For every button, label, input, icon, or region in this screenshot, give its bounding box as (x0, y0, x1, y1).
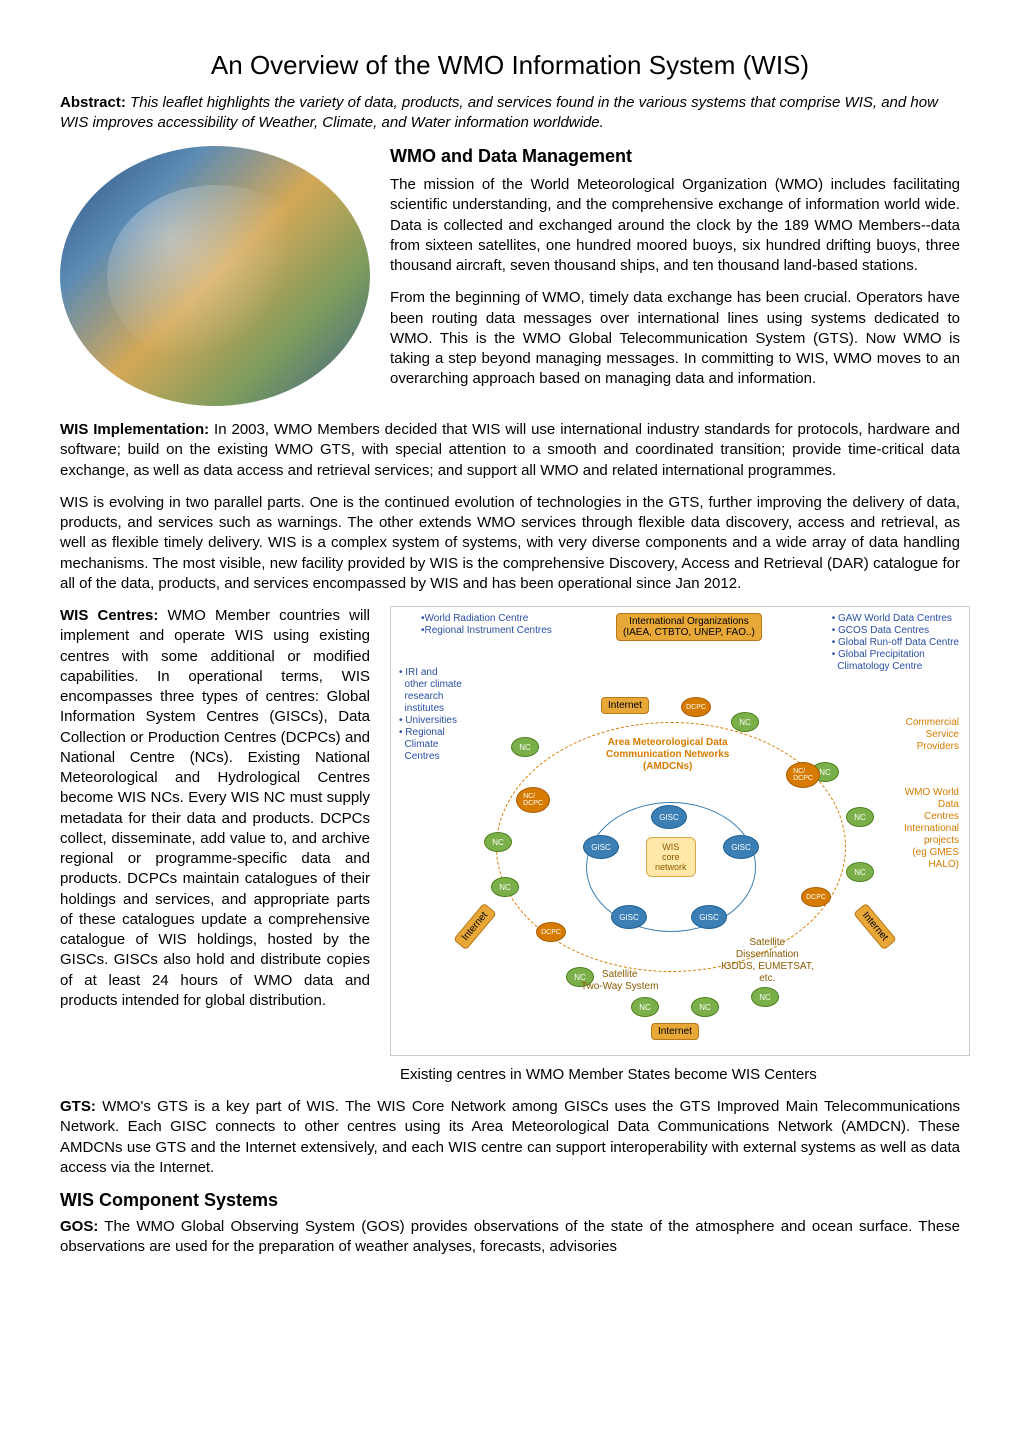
diagram-label-commercial: Commercial Service Providers (906, 717, 959, 753)
mid-two-column-layout: WIS Centres: WMO Member countries will i… (60, 606, 960, 1083)
diagram-node-gisc: GISC (611, 905, 647, 929)
abstract-text: This leaflet highlights the variety of d… (60, 94, 938, 131)
diagram-node-gisc: GISC (723, 835, 759, 859)
diagram-node-dcpc: DCPC (536, 922, 566, 942)
paragraph-wis-implementation: WIS Implementation: In 2003, WMO Members… (60, 420, 960, 481)
gos-label: GOS: (60, 1218, 98, 1235)
gos-text: The WMO Global Observing System (GOS) pr… (60, 1218, 960, 1255)
diagram-label-sat-dissem: Satellite Dissemination IGDDS, EUMETSAT,… (721, 937, 814, 985)
diagram-node-gisc: GISC (651, 805, 687, 829)
wis-centres-label: WIS Centres: (60, 607, 158, 624)
diagram-label-sat-twoway: Satellite Two-Way System (581, 969, 658, 993)
wis-centres-text: WMO Member countries will implement and … (60, 607, 370, 1009)
wis-centres-column: WIS Centres: WMO Member countries will i… (60, 606, 370, 1083)
page-title: An Overview of the WMO Information Syste… (60, 50, 960, 81)
diagram-node-nc-dcpc: NC/ DCPC (516, 787, 550, 813)
paragraph-gts: GTS: WMO's GTS is a key part of WIS. The… (60, 1097, 960, 1178)
right-column: WMO and Data Management The mission of t… (390, 146, 960, 406)
diagram-node-nc: NC (751, 987, 779, 1007)
paragraph-gos: GOS: The WMO Global Observing System (GO… (60, 1217, 960, 1258)
diagram-node-nc: NC (511, 737, 539, 757)
diagram-node-nc: NC (484, 832, 512, 852)
diagram-internet-left: Internet (453, 903, 497, 951)
diagram-node-nc: NC (846, 862, 874, 882)
diagram-wis-core: WIS core network (646, 837, 696, 877)
diagram-node-gisc: GISC (583, 835, 619, 859)
diagram-caption: Existing centres in WMO Member States be… (390, 1066, 970, 1083)
diagram-label-top-mid: International Organizations (IAEA, CTBTO… (616, 613, 762, 641)
diagram-node-nc: NC (691, 997, 719, 1017)
section-heading-component-systems: WIS Component Systems (60, 1190, 960, 1211)
section-heading-wmo-data-mgmt: WMO and Data Management (390, 146, 960, 167)
paragraph-gts-intro: From the beginning of WMO, timely data e… (390, 288, 960, 389)
diagram-node-nc-dcpc: NC/ DCPC (786, 762, 820, 788)
diagram-internet-right: Internet (853, 903, 897, 951)
diagram-node-nc: NC (731, 712, 759, 732)
paragraph-wis-centres: WIS Centres: WMO Member countries will i… (60, 606, 370, 1011)
paragraph-wis-evolving: WIS is evolving in two parallel parts. O… (60, 493, 960, 594)
diagram-node-nc: NC (491, 877, 519, 897)
paragraph-wmo-mission: The mission of the World Meteorological … (390, 175, 960, 276)
diagram-label-left-list: • IRI and other climate research institu… (399, 667, 462, 763)
gts-label: GTS: (60, 1098, 96, 1115)
wis-impl-label: WIS Implementation: (60, 421, 209, 438)
diagram-node-dcpc: DCPC (681, 697, 711, 717)
diagram-node-nc: NC (846, 807, 874, 827)
diagram-label-top-left: •World Radiation Centre •Regional Instru… (421, 613, 552, 637)
abstract-label: Abstract: (60, 94, 126, 111)
diagram-label-top-right: • GAW World Data Centres • GCOS Data Cen… (832, 613, 959, 673)
abstract-paragraph: Abstract: This leaflet highlights the va… (60, 93, 960, 132)
diagram-node-gisc: GISC (691, 905, 727, 929)
diagram-internet-bottom: Internet (651, 1023, 699, 1040)
wis-centres-diagram: •World Radiation Centre •Regional Instru… (390, 606, 970, 1056)
top-two-column-layout: WMO and Data Management The mission of t… (60, 146, 960, 406)
diagram-column: •World Radiation Centre •Regional Instru… (390, 606, 970, 1083)
globe-montage-image (60, 146, 370, 406)
gts-text: WMO's GTS is a key part of WIS. The WIS … (60, 1098, 960, 1176)
diagram-internet-top: Internet (601, 697, 649, 714)
diagram-node-dcpc: DCPC (801, 887, 831, 907)
diagram-node-nc: NC (631, 997, 659, 1017)
diagram-label-wmo-world: WMO World Data Centres International pro… (904, 787, 959, 871)
